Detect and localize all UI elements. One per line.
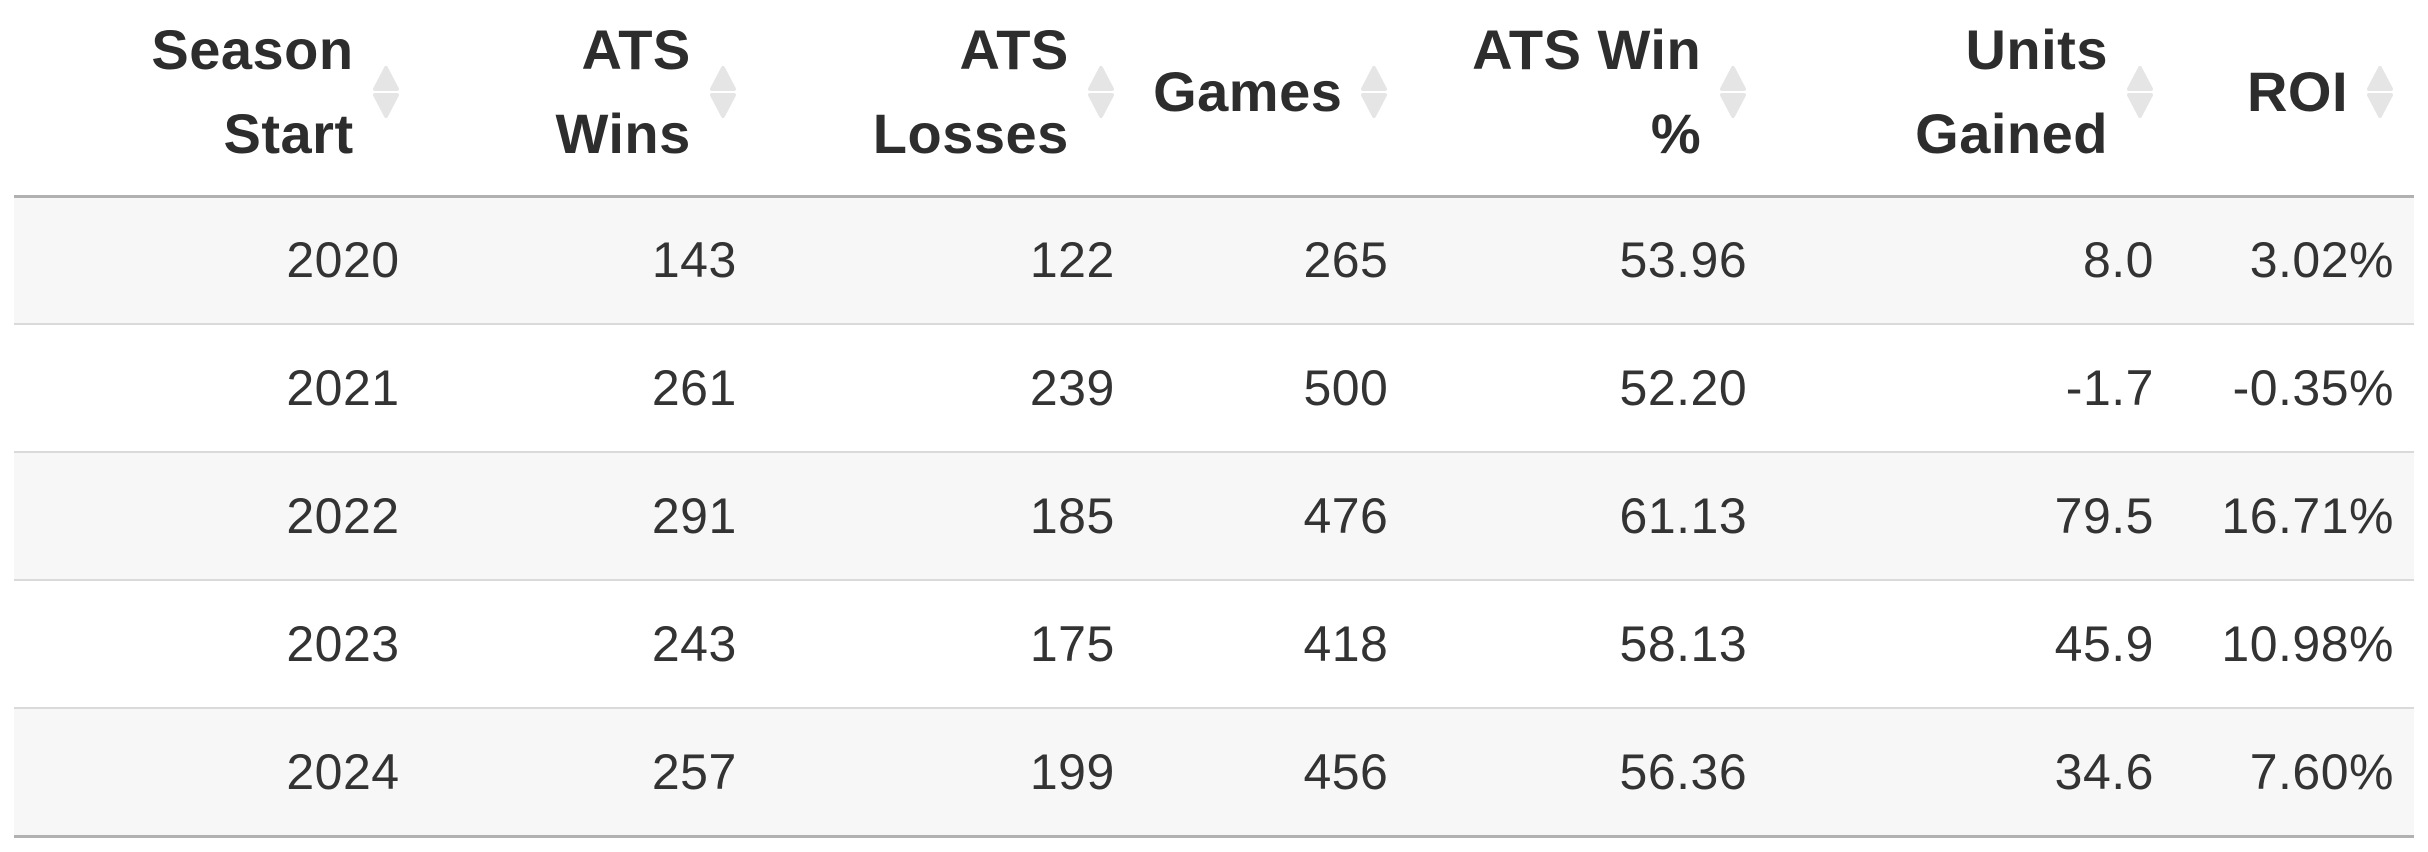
table-row-2021: 2021 261 239 500 52.20 -1.7 -0.35% — [14, 324, 2414, 452]
column-label: ATS Win % — [1472, 18, 1702, 166]
table-row-2023: 2023 243 175 418 58.13 45.9 10.98% — [14, 580, 2414, 708]
cell-ats-win-pct: 61.13 — [1619, 488, 1748, 544]
cell-games: 265 — [1303, 232, 1389, 289]
column-label: Games — [1153, 60, 1343, 124]
cell-ats-losses: 175 — [1029, 616, 1115, 672]
cell-units-gained: 34.6 — [2054, 743, 2154, 800]
cell-season-start: 2022 — [286, 488, 400, 544]
column-header-ats-wins[interactable]: ATS Wins — [419, 0, 757, 198]
table-row-2020: 2020 143 122 265 53.96 8.0 3.02% — [14, 196, 2414, 324]
column-header-games[interactable]: Games — [1134, 0, 1409, 198]
column-label: Units Gained — [1915, 18, 2108, 166]
sort-icon[interactable] — [709, 65, 737, 119]
cell-ats-losses: 185 — [1029, 488, 1115, 544]
cell-ats-wins: 257 — [651, 743, 737, 800]
table-body: 2020 143 122 265 53.96 8.0 3.02% 2021 26… — [14, 196, 2414, 836]
cell-games: 418 — [1303, 616, 1389, 672]
sort-icon[interactable] — [1719, 65, 1747, 119]
cell-ats-wins: 291 — [651, 488, 737, 544]
cell-ats-losses: 122 — [1029, 232, 1115, 289]
header-row: Season Start ATS Wins — [14, 0, 2414, 198]
column-header-ats-losses[interactable]: ATS Losses — [756, 0, 1135, 198]
cell-games: 456 — [1303, 743, 1389, 800]
cell-units-gained: 8.0 — [2082, 232, 2154, 289]
cell-roi: 3.02% — [2249, 232, 2394, 289]
cell-roi: -0.35% — [2232, 360, 2394, 416]
cell-ats-wins: 261 — [651, 360, 737, 416]
cell-ats-win-pct: 58.13 — [1619, 616, 1748, 672]
cell-units-gained: -1.7 — [2065, 360, 2154, 416]
cell-ats-losses: 239 — [1029, 360, 1115, 416]
cell-ats-losses: 199 — [1029, 743, 1115, 800]
cell-season-start: 2023 — [286, 616, 400, 672]
sort-icon[interactable] — [2366, 65, 2394, 119]
column-label: ATS Wins — [555, 18, 691, 166]
cell-units-gained: 45.9 — [2054, 616, 2154, 672]
column-label: ROI — [2246, 60, 2348, 124]
column-label: Season Start — [151, 18, 354, 166]
cell-ats-win-pct: 52.20 — [1619, 360, 1748, 416]
cell-ats-wins: 143 — [651, 232, 737, 289]
table-row-2022: 2022 291 185 476 61.13 79.5 16.71% — [14, 452, 2414, 580]
cell-games: 500 — [1303, 360, 1389, 416]
cell-season-start: 2021 — [286, 360, 400, 416]
cell-roi: 10.98% — [2221, 616, 2394, 672]
table-header: Season Start ATS Wins — [14, 0, 2414, 198]
cell-roi: 7.60% — [2249, 743, 2394, 800]
sort-icon[interactable] — [372, 65, 400, 119]
cell-ats-win-pct: 53.96 — [1619, 232, 1748, 289]
cell-games: 476 — [1303, 488, 1389, 544]
table-row-2024: 2024 257 199 456 56.36 34.6 7.60% — [14, 708, 2414, 836]
column-header-roi[interactable]: ROI — [2173, 0, 2414, 198]
column-header-ats-win-pct[interactable]: ATS Win % — [1408, 0, 1768, 198]
cell-ats-wins: 243 — [651, 616, 737, 672]
cell-roi: 16.71% — [2221, 488, 2394, 544]
season-stats-table: Season Start ATS Wins — [14, 0, 2414, 838]
column-header-season-start[interactable]: Season Start — [14, 0, 420, 198]
cell-season-start: 2024 — [286, 743, 400, 800]
cell-season-start: 2020 — [286, 232, 400, 289]
column-header-units-gained[interactable]: Units Gained — [1767, 0, 2174, 198]
cell-units-gained: 79.5 — [2054, 488, 2154, 544]
sort-icon[interactable] — [1087, 65, 1115, 119]
column-label: ATS Losses — [872, 18, 1069, 166]
sort-icon[interactable] — [1360, 65, 1388, 119]
cell-ats-win-pct: 56.36 — [1619, 743, 1748, 800]
sort-icon[interactable] — [2126, 65, 2154, 119]
